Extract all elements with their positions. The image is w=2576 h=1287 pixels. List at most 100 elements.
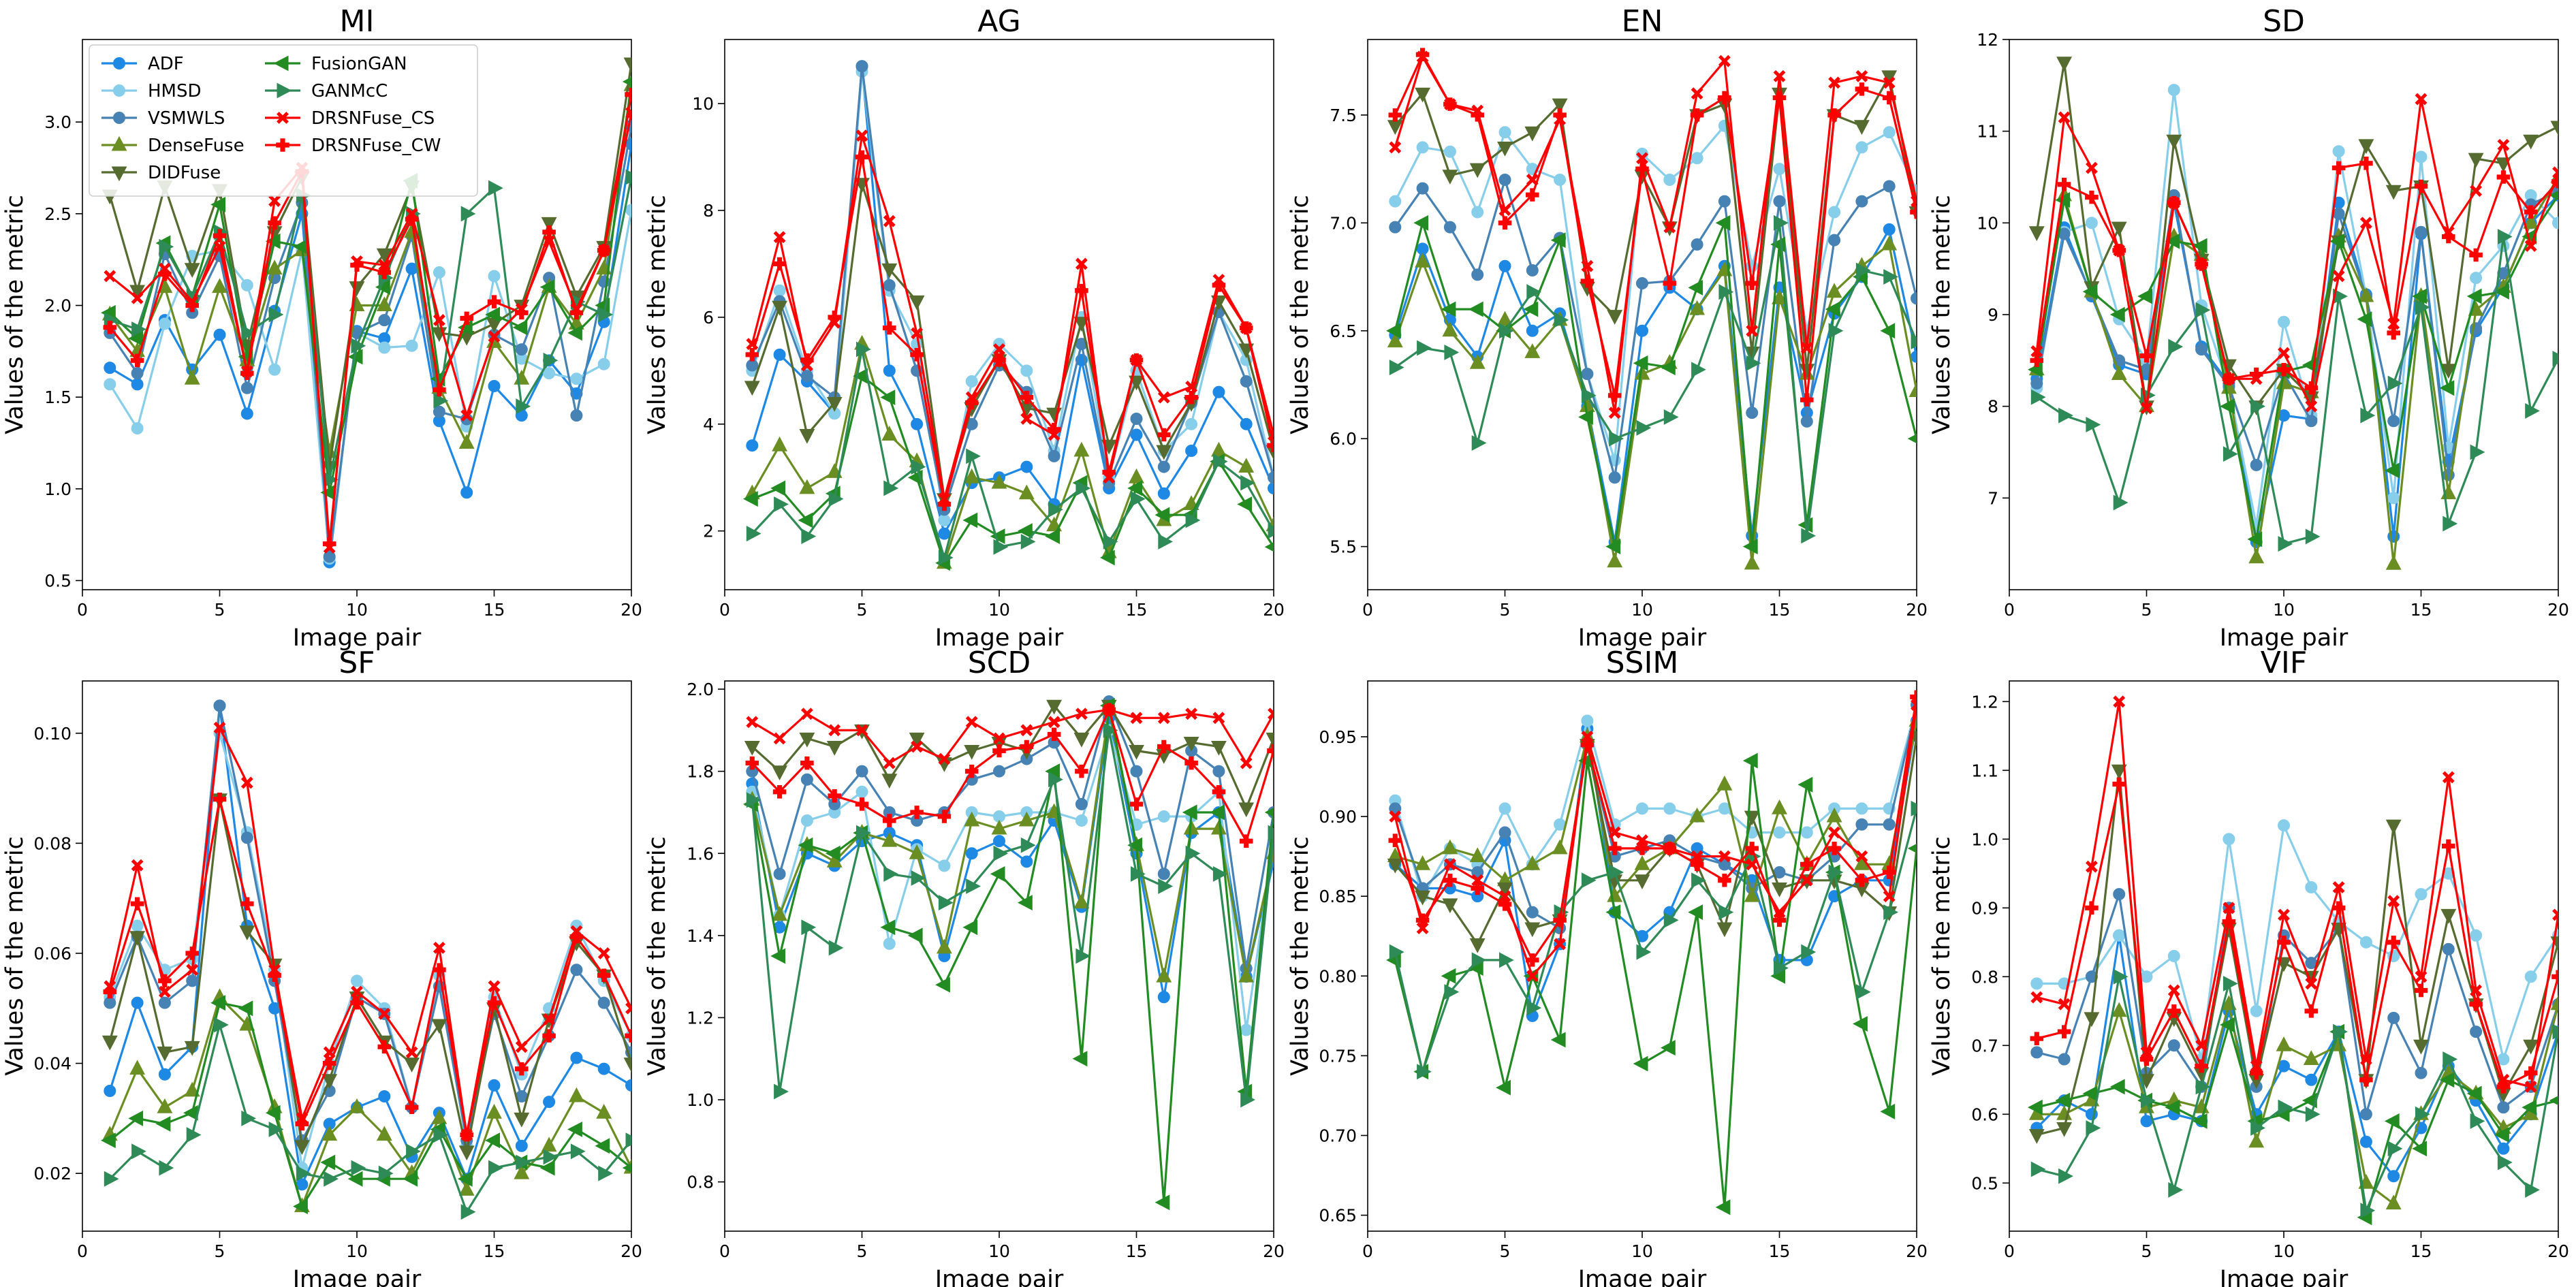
data-point-hmsd [2470, 272, 2482, 284]
data-point-hmsd [2168, 951, 2180, 962]
data-point-vsmwls [241, 832, 253, 844]
data-point-vsmwls [2470, 1026, 2482, 1038]
y-tick-label: 4 [703, 415, 714, 434]
data-point-adf [131, 379, 143, 390]
data-point-hmsd [159, 318, 170, 330]
data-point-hmsd [2553, 217, 2564, 229]
data-point-adf [994, 836, 1005, 847]
data-point-vsmwls [2388, 1012, 2400, 1023]
data-point-vsmwls [1637, 278, 1648, 289]
data-point-adf [159, 1068, 170, 1080]
y-tick-label: 0.5 [44, 571, 72, 591]
y-tick-label: 0.7 [1971, 1036, 1998, 1055]
data-point-hmsd [1417, 142, 1428, 153]
data-point-adf [1526, 325, 1538, 336]
data-point-hmsd [2168, 84, 2180, 96]
legend-label-drsnfuse-cs: DRSNFuse_CS [311, 108, 435, 129]
chart-panel-ag: AG0 5 10 15 20246810Image pairValues of the … [644, 4, 1285, 652]
data-point-ganmcc [1911, 334, 1925, 349]
legend-label-densefuse: DenseFuse [148, 136, 245, 156]
y-tick-label: 10 [692, 94, 714, 114]
chart-panel-sd: SD0 5 10 15 20789101112Image pairValues of t… [1928, 4, 2569, 652]
data-point-vsmwls [2196, 344, 2208, 355]
y-tick-label: 1.4 [687, 926, 714, 946]
data-point-vsmwls [1499, 174, 1511, 185]
y-tick-label: 1.5 [44, 387, 72, 407]
y-tick-label: 7 [1988, 488, 1998, 508]
y-tick-label: 0.08 [33, 833, 72, 853]
data-point-adf [461, 487, 473, 498]
data-point-adf [1158, 488, 1169, 499]
data-point-vsmwls [241, 382, 253, 394]
data-point-adf [911, 418, 923, 430]
x-tick-label: 0 [1362, 1241, 1373, 1261]
data-point-vsmwls [2415, 226, 2427, 238]
data-point-vsmwls [1268, 472, 1280, 483]
data-point-hmsd [131, 920, 143, 932]
data-point-vsmwls [2168, 1040, 2180, 1051]
data-point-hmsd [2333, 146, 2344, 157]
data-point-vsmwls [214, 700, 225, 712]
data-point-vsmwls [1856, 195, 1868, 207]
data-point-hmsd [939, 515, 950, 526]
data-point-adf [1021, 856, 1033, 868]
y-tick-label: 5.5 [1330, 537, 1357, 557]
x-tick-label: 10 [1631, 600, 1653, 620]
data-point-vsmwls [774, 868, 785, 880]
data-point-vsmwls [1526, 906, 1538, 918]
data-point-vsmwls [2333, 208, 2344, 219]
y-tick-label: 11 [1977, 122, 1998, 142]
data-point-vsmwls [1240, 376, 1252, 387]
data-point-vsmwls [1417, 182, 1428, 194]
data-point-adf [1240, 418, 1252, 430]
data-point-vsmwls [1801, 415, 1812, 427]
data-point-ganmcc [2553, 1025, 2566, 1039]
data-point-adf [2306, 1074, 2317, 1085]
data-point-hmsd [131, 422, 143, 434]
y-tick-label: 0.70 [1319, 1126, 1357, 1145]
y-tick-label: 6 [703, 308, 714, 328]
y-tick-label: 0.6 [1971, 1105, 1998, 1124]
data-point-ganmcc [626, 170, 640, 184]
data-point-hmsd [488, 270, 500, 282]
data-point-vsmwls [1718, 195, 1730, 207]
data-point-adf [598, 1063, 610, 1075]
y-tick-label: 1.6 [687, 844, 714, 863]
data-point-hmsd [1444, 146, 1456, 157]
y-tick-label: 1.0 [1971, 829, 1998, 849]
data-point-hmsd [406, 340, 418, 351]
data-point-vsmwls [1444, 221, 1456, 233]
data-point-hmsd [2223, 833, 2235, 845]
data-point-hmsd [2250, 1005, 2262, 1017]
x-tick-label: 5 [1500, 1241, 1511, 1261]
x-tick-label: 15 [484, 600, 505, 620]
data-point-hmsd [1075, 815, 1087, 827]
data-point-ganmcc [1268, 524, 1282, 538]
data-point-vsmwls [1048, 450, 1060, 462]
data-point-hmsd [2141, 971, 2152, 983]
y-axis-label: Values of the metric [1, 195, 29, 434]
y-tick-label: 12 [1977, 30, 1998, 50]
x-tick-label: 15 [1126, 600, 1148, 620]
data-point-adf [214, 329, 225, 340]
x-tick-label: 15 [2410, 600, 2432, 620]
data-point-hmsd [2278, 820, 2290, 831]
x-tick-label: 10 [2273, 1241, 2295, 1261]
data-point-ganmcc [2553, 351, 2566, 366]
x-tick-label: 15 [2410, 1241, 2432, 1261]
data-point-hmsd [2031, 978, 2043, 989]
x-tick-label: 15 [1769, 1241, 1791, 1261]
y-tick-label: 0.75 [1319, 1046, 1357, 1066]
y-tick-label: 6.0 [1330, 429, 1357, 449]
x-tick-label: 5 [2141, 600, 2152, 620]
data-point-vsmwls [1213, 765, 1225, 777]
data-point-vsmwls [104, 997, 116, 1008]
x-tick-label: 15 [484, 1241, 505, 1261]
data-point-hmsd [774, 285, 785, 296]
data-point-hmsd [1829, 206, 1840, 218]
panel-title: EN [1622, 4, 1663, 39]
data-point-ganmcc [1268, 826, 1282, 840]
legend-marker-vsmwls [114, 112, 125, 124]
panel-title: MI [340, 4, 375, 39]
y-tick-label: 0.90 [1319, 807, 1357, 827]
